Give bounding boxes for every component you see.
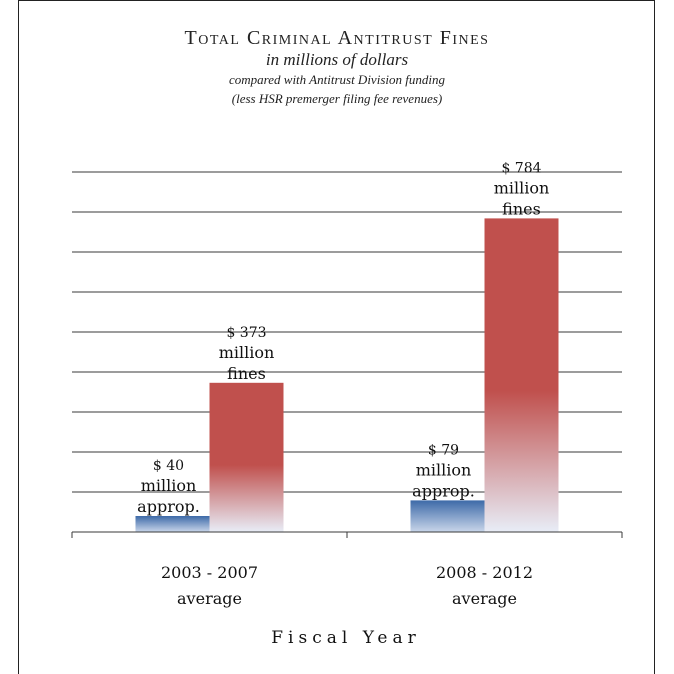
bars (135, 218, 559, 532)
x-tick-label-sub: average (177, 589, 242, 608)
chart-note-line2: (less HSR premerger filing fee revenues) (231, 91, 443, 106)
data-label: million (219, 343, 275, 362)
x-tick-label: 2008 - 2012 (436, 563, 533, 582)
bar-fines (484, 218, 559, 532)
x-tick-label-sub: average (452, 589, 517, 608)
chart-subtitle: in millions of dollars (265, 50, 409, 69)
data-label: approp. (137, 497, 200, 516)
data-label: fines (227, 364, 266, 383)
chart-frame (18, 0, 655, 674)
data-label: $ 373 (226, 325, 266, 341)
chart-note-line1: compared with Antitrust Division funding (229, 72, 445, 87)
data-label: fines (502, 199, 541, 218)
x-axis: 2003 - 2007 average 2008 - 2012 average (71, 531, 623, 608)
data-labels: $ 40 million approp. $ 79 million approp. $ 37… (137, 160, 549, 516)
data-label: million (416, 460, 472, 479)
bar-fines (209, 382, 284, 532)
bar-appropriation (135, 516, 210, 532)
data-label: million (494, 178, 550, 197)
data-label: approp. (412, 481, 475, 500)
data-label: $ 784 (501, 160, 541, 176)
data-label: $ 40 (153, 458, 184, 474)
data-label: million (141, 476, 197, 495)
chart-title: Total Criminal Antitrust Fines (184, 27, 490, 49)
x-tick-label: 2003 - 2007 (161, 563, 258, 582)
data-label: $ 79 (428, 442, 459, 458)
bar-appropriation (410, 500, 485, 532)
chart-title-block: Total Criminal Antitrust Fines in millio… (0, 26, 674, 108)
x-axis-title: Fiscal Year (271, 628, 421, 648)
